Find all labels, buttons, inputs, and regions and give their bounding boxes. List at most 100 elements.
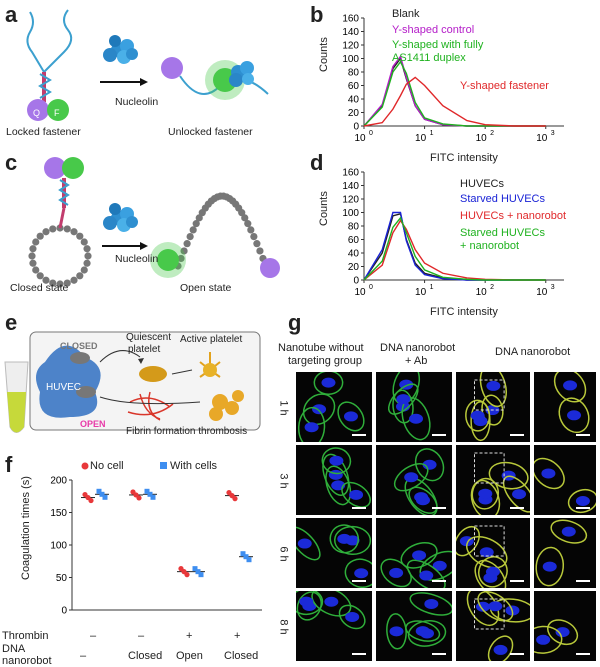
- panel-c-open-label: Open state: [180, 282, 232, 294]
- chart-f-row2: DNA: [2, 643, 26, 655]
- legend-b-3: AS1411 duplex: [392, 52, 466, 64]
- legend-marker-no-cell: [81, 462, 89, 470]
- micrograph: [296, 372, 372, 442]
- series-line: [363, 76, 546, 127]
- panel-b-letter: b: [310, 2, 324, 27]
- legend-b-0: Blank: [392, 8, 420, 20]
- micrograph: [296, 591, 372, 661]
- y-tick-label: 60: [348, 235, 360, 246]
- panel-e-schematic: [4, 331, 261, 433]
- panel-c-closed-label: Closed state: [10, 282, 69, 294]
- data-point: [184, 572, 190, 578]
- data-point: [198, 572, 204, 578]
- y-tick-label: 100: [342, 54, 359, 65]
- panel-e-huvec: HUVEC: [46, 382, 82, 393]
- g-row-label: 3 h: [277, 473, 290, 489]
- data-point: [240, 551, 246, 557]
- x-tick-label: 10: [476, 133, 488, 144]
- y-tick-label: 140: [342, 27, 359, 38]
- g-col1: Nanotube without: [278, 342, 364, 354]
- y-tick-label: 20: [348, 262, 360, 273]
- data-point: [195, 569, 201, 575]
- micrograph: [534, 591, 596, 661]
- y-tick-label: 20: [348, 108, 360, 119]
- x-tick-exponent: 1: [430, 284, 434, 291]
- chart-f-legend-no: No cell: [90, 460, 124, 472]
- dna-nanorobot-value: Closed: [128, 650, 163, 662]
- legend-b-2: Y-shaped with fully: [392, 39, 484, 51]
- legend-b-fastener: Y-shaped fastener: [460, 80, 549, 92]
- g-row-label: 1 h: [277, 400, 290, 416]
- panel-e-quiescent: Quiescent: [126, 332, 172, 343]
- panel-c-arrow-label: Nucleolin: [115, 253, 159, 265]
- panel-c-schematic: [28, 157, 280, 288]
- panel-a-letter: a: [5, 2, 18, 27]
- micrograph: [376, 445, 452, 515]
- chart-f-row3: nanorobot: [2, 655, 52, 667]
- dna-nanorobot-value: Open: [176, 650, 203, 662]
- data-point: [102, 494, 108, 500]
- panel-a-locked-label: Locked fastener: [6, 126, 81, 138]
- y-tick-label: 150: [50, 508, 67, 519]
- data-point: [192, 566, 198, 572]
- thrombin-value: +: [234, 630, 241, 642]
- x-tick-label: 10: [415, 287, 427, 298]
- y-tick-label: 160: [342, 14, 359, 25]
- x-tick-label: 10: [536, 287, 548, 298]
- chart-b-xlabel: FITC intensity: [430, 152, 498, 164]
- y-tick-label: 100: [342, 208, 359, 219]
- y-tick-label: 100: [50, 541, 67, 552]
- y-tick-label: 0: [353, 276, 359, 287]
- chart-d-xlabel: FITC intensity: [430, 306, 498, 318]
- y-tick-label: 50: [56, 573, 68, 584]
- panel-e-open: OPEN: [80, 419, 106, 429]
- micrograph: [456, 445, 530, 515]
- micrograph: [534, 445, 596, 515]
- panel-a-q: Q: [33, 108, 41, 118]
- g-col2b: + Ab: [405, 355, 428, 367]
- y-tick-label: 140: [342, 181, 359, 192]
- data-point: [243, 554, 249, 560]
- dna-nanorobot-value: Closed: [224, 650, 259, 662]
- y-tick-label: 40: [348, 249, 360, 260]
- legend-marker-with-cells: [160, 462, 167, 469]
- chart-f: 0 50 100 150 200: [50, 462, 262, 617]
- data-point: [96, 488, 102, 494]
- thrombin-value: –: [90, 630, 97, 642]
- x-tick-exponent: 3: [551, 130, 555, 137]
- legend-b-1: Y-shaped control: [392, 24, 475, 36]
- y-tick-label: 0: [61, 606, 67, 617]
- micrograph: [376, 518, 452, 588]
- micrograph: [456, 372, 530, 442]
- g-col3: DNA nanorobot: [495, 346, 571, 358]
- panel-e-closed: CLOSED: [60, 341, 98, 351]
- y-tick-label: 80: [348, 68, 360, 79]
- legend-d-1: Starved HUVECs: [460, 193, 545, 205]
- data-point: [136, 495, 142, 501]
- micrograph: [534, 518, 596, 588]
- panel-a-arrow-label: Nucleolin: [115, 96, 159, 108]
- panel-c-letter: c: [5, 150, 18, 175]
- g-col1b: targeting group: [288, 355, 362, 367]
- series-line: [363, 56, 546, 127]
- legend-d-0: HUVECs: [460, 178, 505, 190]
- panel-a-schematic: [26, 9, 269, 121]
- x-tick-label: 10: [536, 133, 548, 144]
- micrograph: [456, 591, 530, 661]
- x-tick-exponent: 1: [430, 130, 434, 137]
- chart-f-legend-with: With cells: [170, 460, 218, 472]
- legend-d-2: HUVECs + nanorobot: [460, 210, 567, 222]
- chart-f-row1: Thrombin: [2, 630, 49, 642]
- g-row-label: 8 h: [277, 619, 290, 635]
- data-point: [232, 496, 238, 502]
- x-tick-exponent: 2: [490, 284, 494, 291]
- x-tick-exponent: 0: [369, 284, 373, 291]
- panel-e-active: Active platelet: [180, 334, 243, 345]
- data-point: [144, 488, 150, 494]
- panel-a-unlocked-label: Unlocked fastener: [168, 126, 253, 138]
- panel-d-letter: d: [310, 150, 324, 175]
- chart-f-ylabel: Coagulation times (s): [20, 476, 32, 580]
- panel-g-letter: g: [288, 310, 302, 335]
